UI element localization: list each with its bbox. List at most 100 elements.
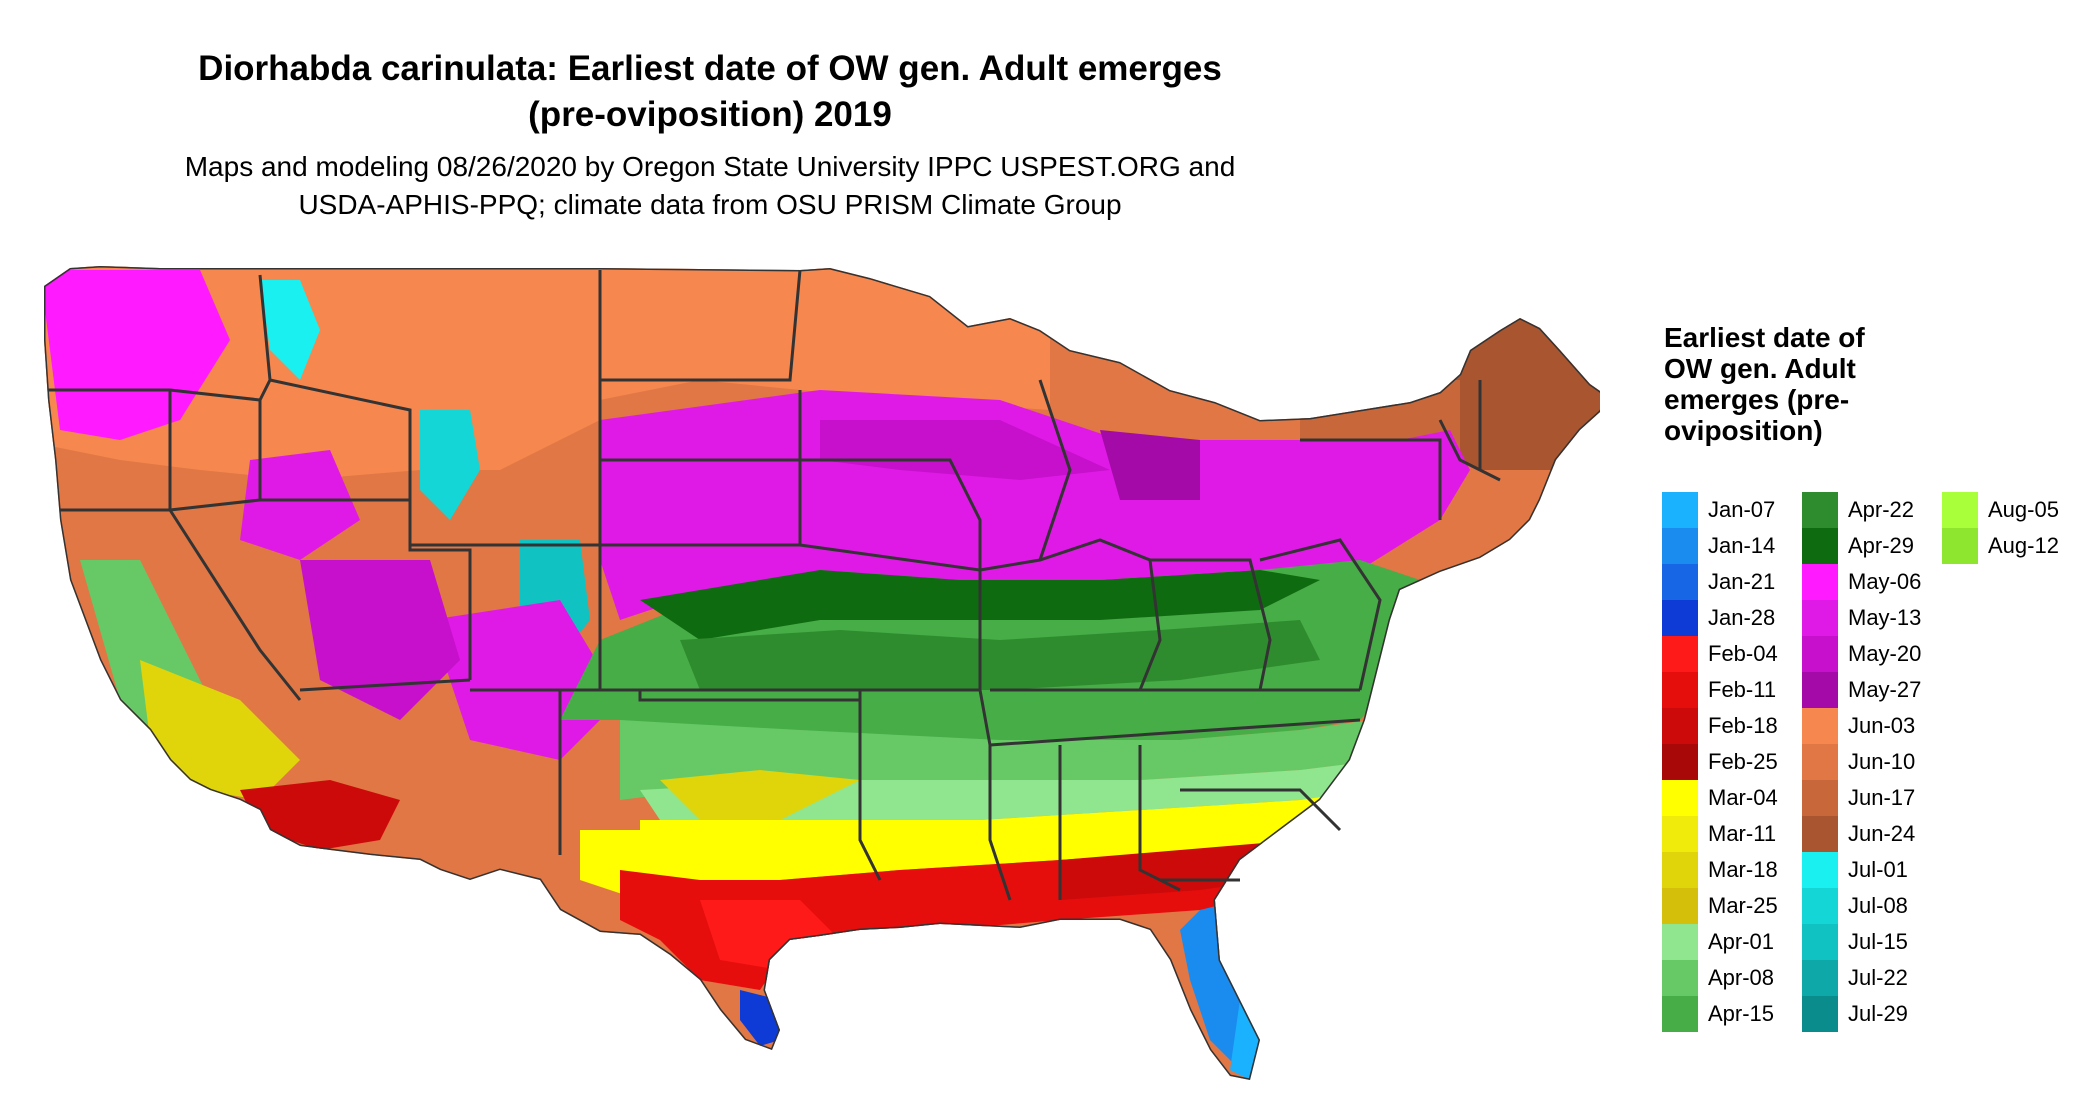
map-subtitle: Maps and modeling 08/26/2020 by Oregon S… bbox=[184, 151, 1236, 220]
legend-swatch bbox=[1662, 852, 1698, 888]
zone-mar-04-band bbox=[640, 790, 1380, 880]
legend-swatch bbox=[1662, 816, 1698, 852]
us-emergence-map bbox=[44, 266, 1600, 1080]
legend-label: May-20 bbox=[1848, 641, 1922, 666]
legend-item: May-27 bbox=[1802, 672, 1942, 708]
legend-item: Mar-11 bbox=[1662, 816, 1802, 852]
legend-swatch bbox=[1802, 780, 1838, 816]
emergence-zones bbox=[44, 266, 1600, 1080]
legend-swatch bbox=[1662, 528, 1698, 564]
legend-label: Feb-25 bbox=[1708, 749, 1778, 774]
legend-swatch bbox=[1662, 672, 1698, 708]
legend-label: Mar-04 bbox=[1708, 785, 1778, 810]
legend-item: Aug-05 bbox=[1942, 492, 2082, 528]
legend-label: Jul-22 bbox=[1848, 965, 1908, 990]
legend-item: Jun-10 bbox=[1802, 744, 1942, 780]
legend-swatch bbox=[1662, 780, 1698, 816]
legend-label: Mar-11 bbox=[1708, 821, 1777, 846]
zone-jun-03-plains bbox=[600, 266, 1050, 410]
legend-item: May-13 bbox=[1802, 600, 1942, 636]
legend-item: Apr-01 bbox=[1662, 924, 1802, 960]
legend-swatch bbox=[1802, 924, 1838, 960]
zone-jan-07-fl bbox=[1230, 1000, 1260, 1080]
legend-title: Earliest date of OW gen. Adult emerges (… bbox=[1664, 322, 1865, 446]
legend-item: Feb-11 bbox=[1662, 672, 1802, 708]
legend-item: Feb-25 bbox=[1662, 744, 1802, 780]
legend-swatch bbox=[1802, 852, 1838, 888]
zone-mar-18-socal bbox=[140, 660, 300, 800]
legend-label: Jun-03 bbox=[1848, 713, 1916, 738]
legend-item: Aug-12 bbox=[1942, 528, 2082, 564]
legend-item: Jan-07 bbox=[1662, 492, 1802, 528]
legend-swatch bbox=[1662, 708, 1698, 744]
legend-label: Jun-10 bbox=[1848, 749, 1916, 774]
legend-swatch bbox=[1802, 636, 1838, 672]
legend-item: Mar-04 bbox=[1662, 780, 1802, 816]
legend-swatch bbox=[1802, 600, 1838, 636]
map-title: Diorhabda carinulata: Earliest date of O… bbox=[198, 49, 1222, 134]
legend-swatch bbox=[1802, 816, 1838, 852]
legend-label: Mar-25 bbox=[1708, 893, 1778, 918]
state-borders bbox=[44, 266, 1600, 1080]
legend-label: Jan-28 bbox=[1708, 605, 1776, 630]
legend-swatch bbox=[1802, 996, 1838, 1032]
legend-swatch bbox=[1662, 744, 1698, 780]
legend-item: Jan-14 bbox=[1662, 528, 1802, 564]
legend-item: Apr-22 bbox=[1802, 492, 1942, 528]
legend-label: Apr-29 bbox=[1848, 533, 1915, 558]
legend-swatch bbox=[1802, 708, 1838, 744]
legend-swatch bbox=[1802, 960, 1838, 996]
legend-item: Jan-28 bbox=[1662, 600, 1802, 636]
zone-may-06-nw bbox=[44, 270, 230, 440]
zone-may-20-ut bbox=[300, 560, 460, 720]
legend-item: Jul-22 bbox=[1802, 960, 1942, 996]
legend-label: Jan-07 bbox=[1708, 497, 1776, 522]
legend-item: Feb-18 bbox=[1662, 708, 1802, 744]
legend-swatch bbox=[1802, 888, 1838, 924]
legend-swatch bbox=[1802, 564, 1838, 600]
zone-may-13-midwest bbox=[600, 390, 1470, 620]
legend-label: Jun-24 bbox=[1848, 821, 1916, 846]
legend-swatch bbox=[1802, 528, 1838, 564]
legend-label: Aug-05 bbox=[1988, 497, 2059, 522]
legend-label: Mar-18 bbox=[1708, 857, 1778, 882]
legend-label: May-27 bbox=[1848, 677, 1922, 702]
zone-jul-08-b bbox=[420, 410, 480, 520]
zone-feb-18-az bbox=[240, 780, 400, 850]
legend-label: Apr-15 bbox=[1708, 1001, 1775, 1026]
legend-swatch bbox=[1942, 492, 1978, 528]
legend-label: Jul-15 bbox=[1848, 929, 1908, 954]
zone-may-27-mi bbox=[1100, 430, 1200, 500]
legend-item: Jul-01 bbox=[1802, 852, 1942, 888]
legend-swatch bbox=[1802, 672, 1838, 708]
legend-swatch bbox=[1662, 960, 1698, 996]
legend-item: Jan-21 bbox=[1662, 564, 1802, 600]
legend-item: May-20 bbox=[1802, 636, 1942, 672]
legend-item: Jul-29 bbox=[1802, 996, 1942, 1032]
legend-swatch bbox=[1662, 924, 1698, 960]
legend-label: Apr-01 bbox=[1708, 929, 1775, 954]
legend-label: Jul-29 bbox=[1848, 1001, 1908, 1026]
legend-swatch bbox=[1662, 996, 1698, 1032]
legend-swatch bbox=[1802, 744, 1838, 780]
legend-label: May-13 bbox=[1848, 605, 1922, 630]
legend-item: Mar-18 bbox=[1662, 852, 1802, 888]
zone-mar-18-tx bbox=[660, 770, 860, 820]
legend-label: Aug-12 bbox=[1988, 533, 2059, 558]
legend-item: May-06 bbox=[1802, 564, 1942, 600]
legend-label: Jan-14 bbox=[1708, 533, 1776, 558]
legend-item: Apr-29 bbox=[1802, 528, 1942, 564]
legend-swatch bbox=[1662, 564, 1698, 600]
zone-may-13-gb bbox=[240, 450, 360, 560]
legend-swatch bbox=[1662, 888, 1698, 924]
legend-item: Jun-03 bbox=[1802, 708, 1942, 744]
legend-item: Apr-15 bbox=[1662, 996, 1802, 1032]
zone-may-20-mn bbox=[820, 420, 1110, 480]
legend-swatch bbox=[1662, 492, 1698, 528]
legend-item: Feb-04 bbox=[1662, 636, 1802, 672]
legend-label: Feb-04 bbox=[1708, 641, 1778, 666]
legend-label: Jan-21 bbox=[1708, 569, 1776, 594]
legend-label: Apr-08 bbox=[1708, 965, 1775, 990]
legend-label: Feb-18 bbox=[1708, 713, 1778, 738]
legend-label: Jul-01 bbox=[1848, 857, 1908, 882]
